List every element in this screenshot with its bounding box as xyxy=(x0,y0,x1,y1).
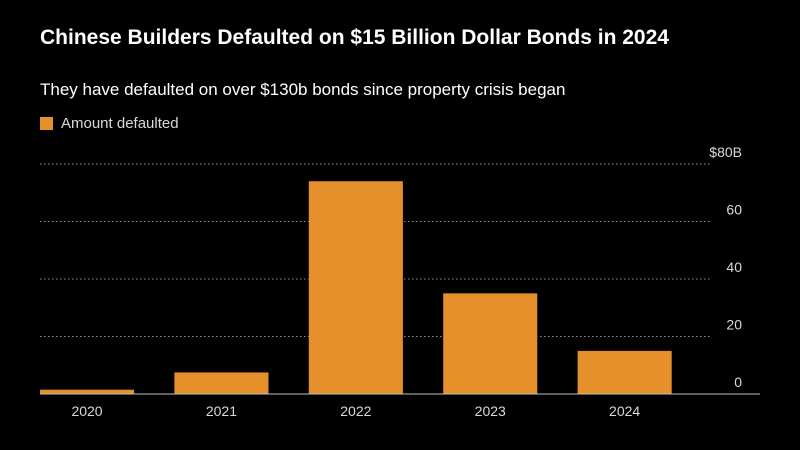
y-tick-label: 60 xyxy=(726,202,742,218)
y-tick-label: 20 xyxy=(726,317,742,333)
bar xyxy=(308,181,403,394)
chart-subtitle: They have defaulted on over $130b bonds … xyxy=(40,80,566,99)
x-tick-label: 2024 xyxy=(609,403,640,419)
y-tick-label: 40 xyxy=(726,259,742,275)
bar xyxy=(443,293,538,394)
legend-label: Amount defaulted xyxy=(61,115,179,132)
x-tick-label: 2022 xyxy=(340,403,371,419)
bar xyxy=(577,350,672,394)
legend-swatch xyxy=(40,117,53,130)
y-tick-label: $80B xyxy=(709,144,742,160)
chart-title: Chinese Builders Defaulted on $15 Billio… xyxy=(40,26,669,49)
x-tick-label: 2023 xyxy=(475,403,506,419)
x-tick-label: 2021 xyxy=(206,403,237,419)
x-tick-label: 2020 xyxy=(71,403,102,419)
chart-legend: Amount defaulted xyxy=(40,115,179,132)
bar xyxy=(174,372,269,394)
y-tick-label: 0 xyxy=(734,374,742,390)
bar xyxy=(40,389,135,394)
